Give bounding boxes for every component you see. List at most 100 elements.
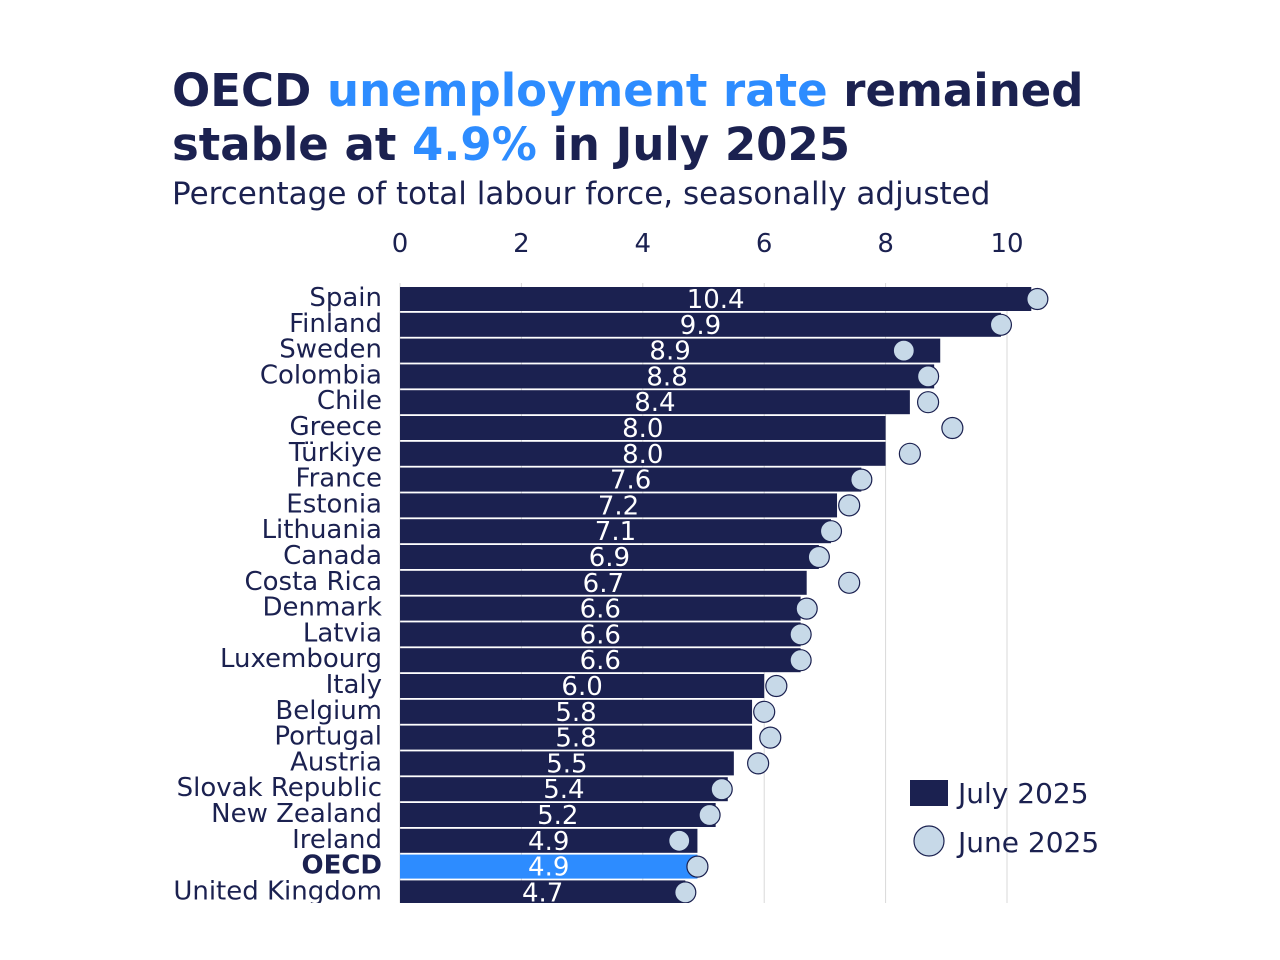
category-label: Latvia xyxy=(303,618,382,648)
june-dot xyxy=(765,674,788,698)
bar xyxy=(400,725,753,750)
june-dot xyxy=(1026,287,1049,311)
june-dot xyxy=(789,649,812,672)
june-dot xyxy=(759,726,782,749)
bar-value-label: 6.9 xyxy=(589,543,630,573)
bar xyxy=(400,622,801,647)
x-tick-label: 10 xyxy=(990,229,1023,259)
category-label: Estonia xyxy=(286,489,382,519)
category-label: Finland xyxy=(289,309,382,339)
bar-value-label: 8.9 xyxy=(649,337,690,367)
june-dot xyxy=(892,339,915,362)
bar xyxy=(400,570,807,595)
category-label: OECD xyxy=(301,851,382,881)
category-label: Chile xyxy=(317,386,382,416)
june-dot xyxy=(668,829,691,852)
june-dot xyxy=(747,752,770,775)
june-dot xyxy=(916,365,940,388)
bar xyxy=(400,828,698,853)
bar-value-label: 5.8 xyxy=(555,724,596,754)
highlight-bar xyxy=(400,854,698,879)
june-dot xyxy=(686,855,709,878)
category-label: Costa Rica xyxy=(244,567,382,597)
legend-dot-label: June 2025 xyxy=(956,826,1099,859)
bar xyxy=(400,648,801,673)
legend-bar-label: July 2025 xyxy=(956,777,1089,810)
bar-value-label: 9.9 xyxy=(680,311,721,341)
bar xyxy=(400,699,753,724)
bar-value-label: 8.4 xyxy=(634,388,675,418)
bar-value-label: 7.6 xyxy=(610,466,651,496)
bar-value-label: 8.0 xyxy=(622,440,663,470)
bar xyxy=(400,674,765,698)
bar xyxy=(400,364,935,389)
plot-area: Spain 10.4 Finland 9.9 Sweden 8.9 Colombia 8.8 C… xyxy=(173,283,1049,908)
category-label: New Zealand xyxy=(211,799,382,829)
bar xyxy=(400,519,831,544)
bar-value-label: 10.4 xyxy=(687,285,745,315)
june-dot xyxy=(838,494,861,517)
june-dot xyxy=(795,597,818,620)
legend: July 2025 June 2025 xyxy=(910,777,1099,859)
category-label: Slovak Republic xyxy=(177,773,382,803)
category-label: United Kingdom xyxy=(173,876,382,906)
june-dot xyxy=(916,391,940,414)
category-label: Greece xyxy=(289,412,382,442)
x-tick-label: 4 xyxy=(635,229,652,259)
title-part-6: in July 2025 xyxy=(536,118,851,171)
bar xyxy=(400,312,1001,337)
bar-value-label: 5.8 xyxy=(555,698,596,728)
bar xyxy=(400,803,716,827)
category-label: Austria xyxy=(290,747,382,777)
category-label: Ireland xyxy=(292,825,382,855)
category-label: Canada xyxy=(283,541,382,571)
bar-value-label: 4.7 xyxy=(522,878,563,908)
bar-value-label: 5.5 xyxy=(546,749,587,779)
june-dot xyxy=(789,623,812,646)
bar xyxy=(400,596,801,621)
category-label: France xyxy=(296,464,382,494)
bar-value-label: 6.6 xyxy=(580,620,621,650)
bar xyxy=(400,390,910,415)
x-tick-label: 8 xyxy=(877,229,894,259)
june-dot xyxy=(674,881,697,903)
bar xyxy=(400,777,728,802)
june-dot xyxy=(753,700,776,723)
category-label: Lithuania xyxy=(262,515,382,545)
title-part-4: stable at xyxy=(172,118,413,171)
bar-value-label: 6.6 xyxy=(580,646,621,676)
bar-value-label: 5.4 xyxy=(543,775,584,805)
x-tick-label: 0 xyxy=(392,229,409,259)
bar-value-label: 7.2 xyxy=(598,491,639,521)
june-dot xyxy=(989,313,1013,336)
june-dot xyxy=(807,545,830,569)
bar xyxy=(400,493,838,518)
bar-value-label: 5.2 xyxy=(537,801,578,831)
title-part-3: remained xyxy=(827,64,1084,117)
june-dot xyxy=(710,778,733,801)
category-label: Belgium xyxy=(275,696,382,726)
bar xyxy=(400,287,1032,311)
june-dot xyxy=(941,416,964,440)
bar-value-label: 6.0 xyxy=(561,672,602,702)
bar xyxy=(400,338,941,363)
legend-dot-swatch xyxy=(913,825,945,857)
bar-value-label: 8.0 xyxy=(622,414,663,444)
bar xyxy=(400,441,886,466)
category-label: Italy xyxy=(326,670,382,700)
june-dot xyxy=(898,442,921,465)
june-dot xyxy=(838,571,861,594)
bar-value-label: 8.8 xyxy=(646,362,687,392)
legend-bar-swatch xyxy=(910,780,948,806)
title-highlight-value: 4.9% xyxy=(412,118,537,171)
bar xyxy=(400,467,862,492)
category-label: Portugal xyxy=(274,722,382,752)
x-tick-label: 2 xyxy=(513,229,530,259)
title-highlight-metric: unemployment rate xyxy=(327,64,828,117)
category-label: Luxembourg xyxy=(220,644,382,674)
june-dot xyxy=(819,520,843,543)
x-tick-label: 6 xyxy=(756,229,773,259)
bar xyxy=(400,416,886,440)
title-part-1: OECD xyxy=(172,64,328,117)
